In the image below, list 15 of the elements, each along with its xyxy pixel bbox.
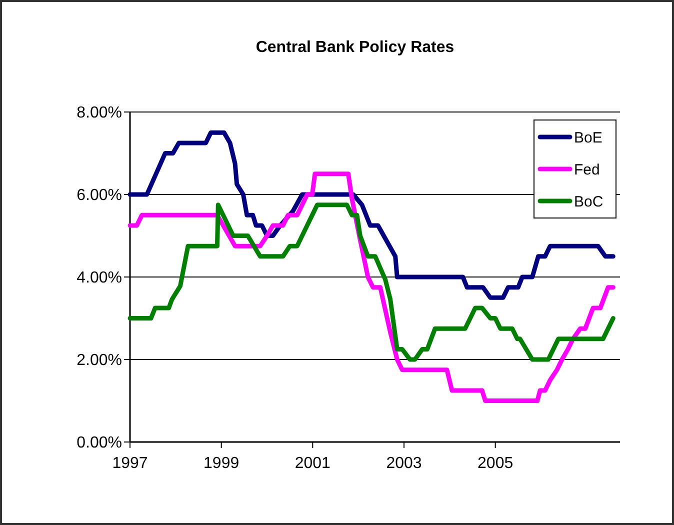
x-tick-label: 1999 xyxy=(204,455,240,472)
legend-label: BoC xyxy=(574,193,604,210)
chart-title: Central Bank Policy Rates xyxy=(256,39,454,56)
x-tick-label: 2003 xyxy=(386,455,422,472)
y-tick-label: 8.00% xyxy=(76,104,122,122)
line-series xyxy=(128,130,616,300)
x-tick-label: 2005 xyxy=(478,455,514,472)
legend-label: Fed xyxy=(574,161,600,178)
y-tick-label: 4.00% xyxy=(76,270,122,287)
x-tick-label: 2001 xyxy=(294,455,331,472)
legend-label: BoE xyxy=(574,129,602,146)
y-tick-label: 2.00% xyxy=(76,352,122,370)
y-tick-label: 0.00% xyxy=(76,434,122,452)
y-tick-label: 6.00% xyxy=(76,187,122,204)
x-tick-label: 1997 xyxy=(112,455,148,472)
